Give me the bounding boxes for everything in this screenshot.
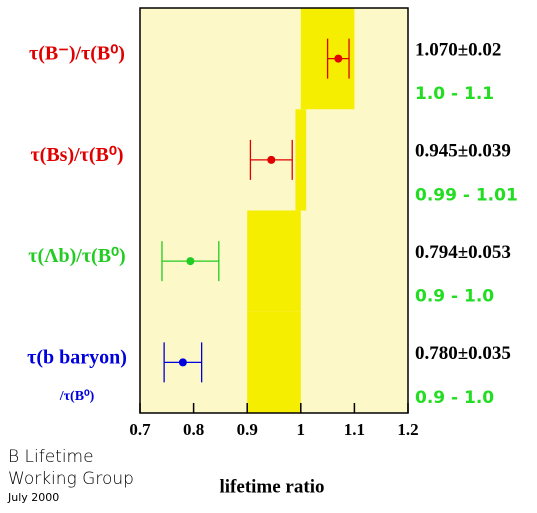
range-band [295, 109, 307, 211]
annotation: B Lifetime [8, 447, 94, 467]
range-label: 0.9 - 1.0 [415, 388, 494, 408]
category-label: /τ(B⁰) [59, 389, 95, 404]
point [186, 257, 195, 266]
point [267, 155, 276, 164]
plot-frame [139, 7, 409, 414]
category-label: τ(B⁻)/τ(B⁰) [29, 43, 125, 65]
category-label: τ(b baryon) [27, 346, 127, 368]
range-band [247, 210, 301, 312]
value-label: 0.945±0.039 [415, 141, 511, 162]
annotation: July 2000 [7, 491, 59, 504]
x-tick-label: 1 [297, 420, 306, 439]
point [178, 358, 187, 367]
range-label: 0.9 - 1.0 [415, 287, 494, 307]
x-tick-label: 0.9 [237, 420, 258, 439]
x-tick-label: 0.7 [129, 420, 151, 439]
value-label: 0.780±0.035 [415, 343, 511, 364]
x-tick-label: 1.2 [397, 420, 418, 439]
category-label: τ(Bs)/τ(B⁰) [30, 144, 123, 166]
range-label: 1.0 - 1.1 [415, 84, 494, 104]
point [334, 54, 343, 63]
category-label: τ(Λb)/τ(B⁰) [28, 245, 125, 267]
x-axis-title: lifetime ratio [220, 476, 325, 497]
value-label: 1.070±0.02 [415, 39, 501, 60]
x-tick-label: 1.1 [344, 420, 365, 439]
range-band [247, 311, 301, 413]
value-label: 0.794±0.053 [415, 242, 511, 263]
x-tick-label: 0.8 [183, 420, 204, 439]
range-label: 0.99 - 1.01 [415, 185, 518, 205]
annotation: Working Group [8, 469, 134, 489]
